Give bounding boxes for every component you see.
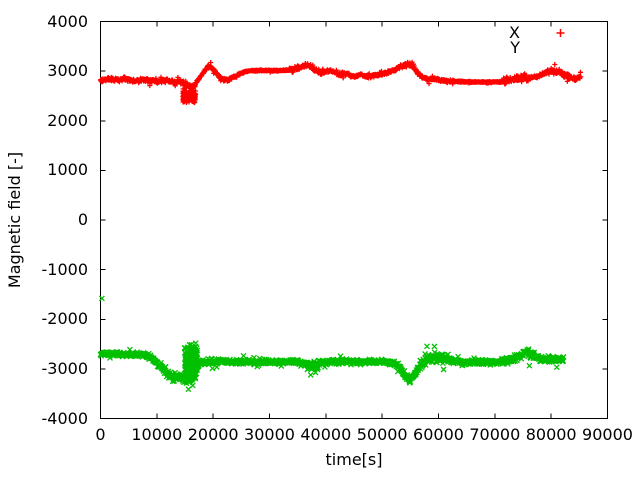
series-y-points [97, 295, 567, 393]
x-axis-title: time[s] [325, 450, 383, 469]
y-tick-label-4000: 4000 [47, 11, 88, 31]
axis-ticks [100, 21, 608, 419]
legend-label-x: X [509, 23, 520, 42]
y-tick-label--1000: -1000 [41, 259, 89, 279]
x-tick-label-20000: 20000 [187, 425, 239, 444]
legend-label-y: Y [510, 38, 520, 57]
x-tick-label-0: 0 [95, 425, 106, 444]
y-tick-label-0: 0 [77, 210, 88, 229]
x-tick-label-10000: 10000 [131, 425, 183, 444]
y-tick-label-2000: 2000 [47, 110, 88, 130]
x-tick-label-90000: 90000 [582, 425, 633, 444]
series-x-points [98, 59, 584, 106]
x-tick-label-80000: 80000 [525, 425, 577, 444]
y-tick-label-3000: 3000 [47, 61, 88, 81]
y-tick-label--2000: -2000 [41, 309, 89, 329]
x-tick-label-50000: 50000 [356, 425, 408, 444]
legend-sample-x [556, 29, 565, 37]
y-tick-label-1000: 1000 [47, 160, 88, 180]
y-tick-label--4000: -4000 [41, 408, 89, 428]
x-tick-label-30000: 30000 [244, 425, 295, 444]
x-tick-label-40000: 40000 [300, 425, 352, 444]
y-tick-label--3000: -3000 [41, 358, 89, 378]
x-tick-label-60000: 60000 [413, 425, 464, 444]
x-tick-label-70000: 70000 [469, 425, 521, 444]
